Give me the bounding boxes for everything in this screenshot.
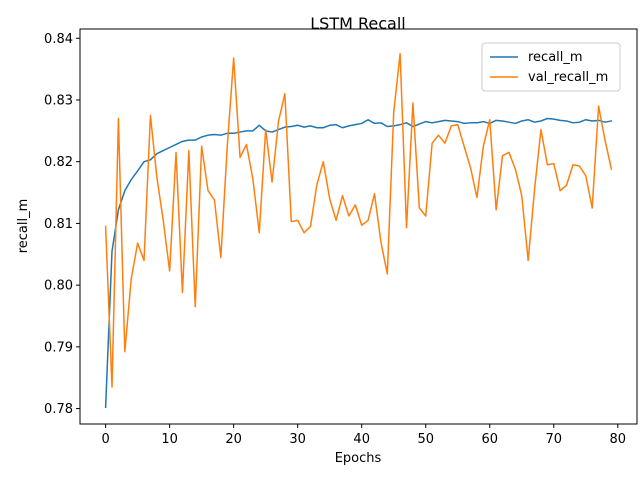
x-axis-ticks: 0 10 20 30 40 50 60 70 80 <box>101 424 626 447</box>
x-tick-label: 80 <box>610 432 627 447</box>
y-tick-label: 0.81 <box>44 217 73 232</box>
legend: recall_m val_recall_m <box>481 42 621 92</box>
y-tick-label: 0.84 <box>44 32 73 47</box>
x-tick-label: 30 <box>289 432 306 447</box>
x-tick-label: 50 <box>417 432 434 447</box>
plot-lines <box>104 52 613 409</box>
x-axis-label: Epochs <box>335 451 382 466</box>
y-tick-label: 0.82 <box>44 155 73 170</box>
chart-title: LSTM Recall <box>310 14 405 33</box>
plot-area-frame <box>79 28 638 425</box>
x-tick-label: 70 <box>545 432 562 447</box>
y-tick-label: 0.78 <box>44 402 73 417</box>
series-line-val-recall-m <box>104 52 613 388</box>
legend-box <box>481 42 621 92</box>
x-tick-label: 60 <box>481 432 498 447</box>
y-tick-label: 0.79 <box>44 340 73 355</box>
legend-label-val-recall-m: val_recall_m <box>528 70 608 85</box>
y-axis-ticks: 0.78 0.79 0.80 0.81 0.82 0.83 0.84 <box>44 32 80 417</box>
x-tick-label: 40 <box>353 432 370 447</box>
x-tick-label: 0 <box>101 432 109 447</box>
x-tick-label: 10 <box>161 432 178 447</box>
y-tick-label: 0.80 <box>44 279 73 294</box>
legend-label-recall-m: recall_m <box>528 50 583 65</box>
y-axis-label: recall_m <box>16 199 31 254</box>
y-tick-label: 0.83 <box>44 93 73 108</box>
series-line-recall-m <box>104 117 613 409</box>
x-tick-label: 20 <box>225 432 242 447</box>
